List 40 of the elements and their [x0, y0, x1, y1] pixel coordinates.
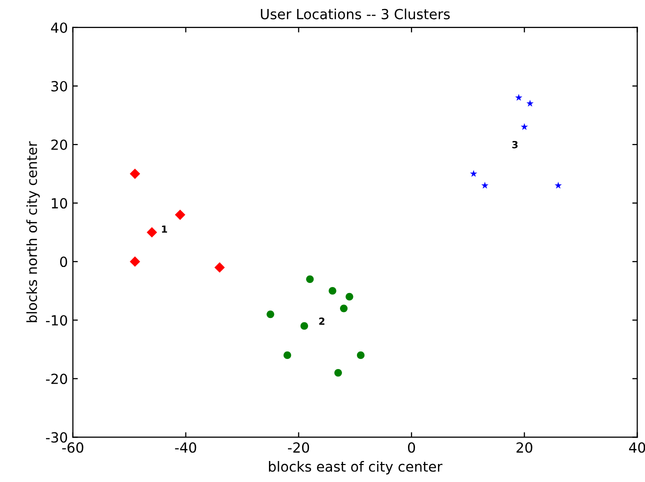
- x-axis-title: blocks east of city center: [268, 461, 442, 474]
- point: [346, 292, 354, 301]
- point: [174, 210, 186, 220]
- point: [334, 368, 342, 377]
- y-tick-label: 30: [51, 80, 68, 92]
- y-tick-label: -10: [46, 315, 68, 326]
- x-tick-label: 20: [516, 442, 532, 453]
- x-tick-label: -60: [62, 442, 84, 453]
- point: [328, 287, 336, 295]
- point: [481, 182, 488, 189]
- point: [356, 351, 365, 360]
- y-axis-title: blocks north of city center: [26, 141, 40, 322]
- y-tick-label: -20: [46, 374, 68, 384]
- point: [554, 182, 562, 189]
- y-tick-label: 40: [51, 22, 68, 33]
- point: [300, 322, 308, 330]
- point: [214, 262, 225, 273]
- x-tick-label: 40: [629, 442, 645, 453]
- annotation: 3: [512, 140, 518, 148]
- y-tick-label: 0: [60, 256, 68, 268]
- point: [130, 168, 140, 179]
- point: [520, 123, 528, 130]
- y-tick-label: 20: [51, 140, 68, 150]
- x-tick-label: -40: [175, 442, 196, 453]
- y-tick-label: -30: [46, 432, 68, 443]
- point: [146, 227, 158, 238]
- point: [306, 275, 314, 283]
- point: [266, 310, 274, 318]
- point: [515, 94, 522, 101]
- chart-title: User Locations -- 3 Clusters: [260, 8, 450, 20]
- y-tick-label: 10: [52, 198, 68, 209]
- annotation: 1: [162, 226, 168, 233]
- point: [340, 304, 348, 312]
- point: [526, 100, 534, 107]
- point: [284, 351, 292, 360]
- point: [130, 256, 140, 267]
- point: [470, 170, 478, 177]
- annotation: 2: [319, 318, 324, 325]
- x-tick-label: -20: [288, 442, 310, 453]
- x-tick-label: 0: [408, 442, 416, 453]
